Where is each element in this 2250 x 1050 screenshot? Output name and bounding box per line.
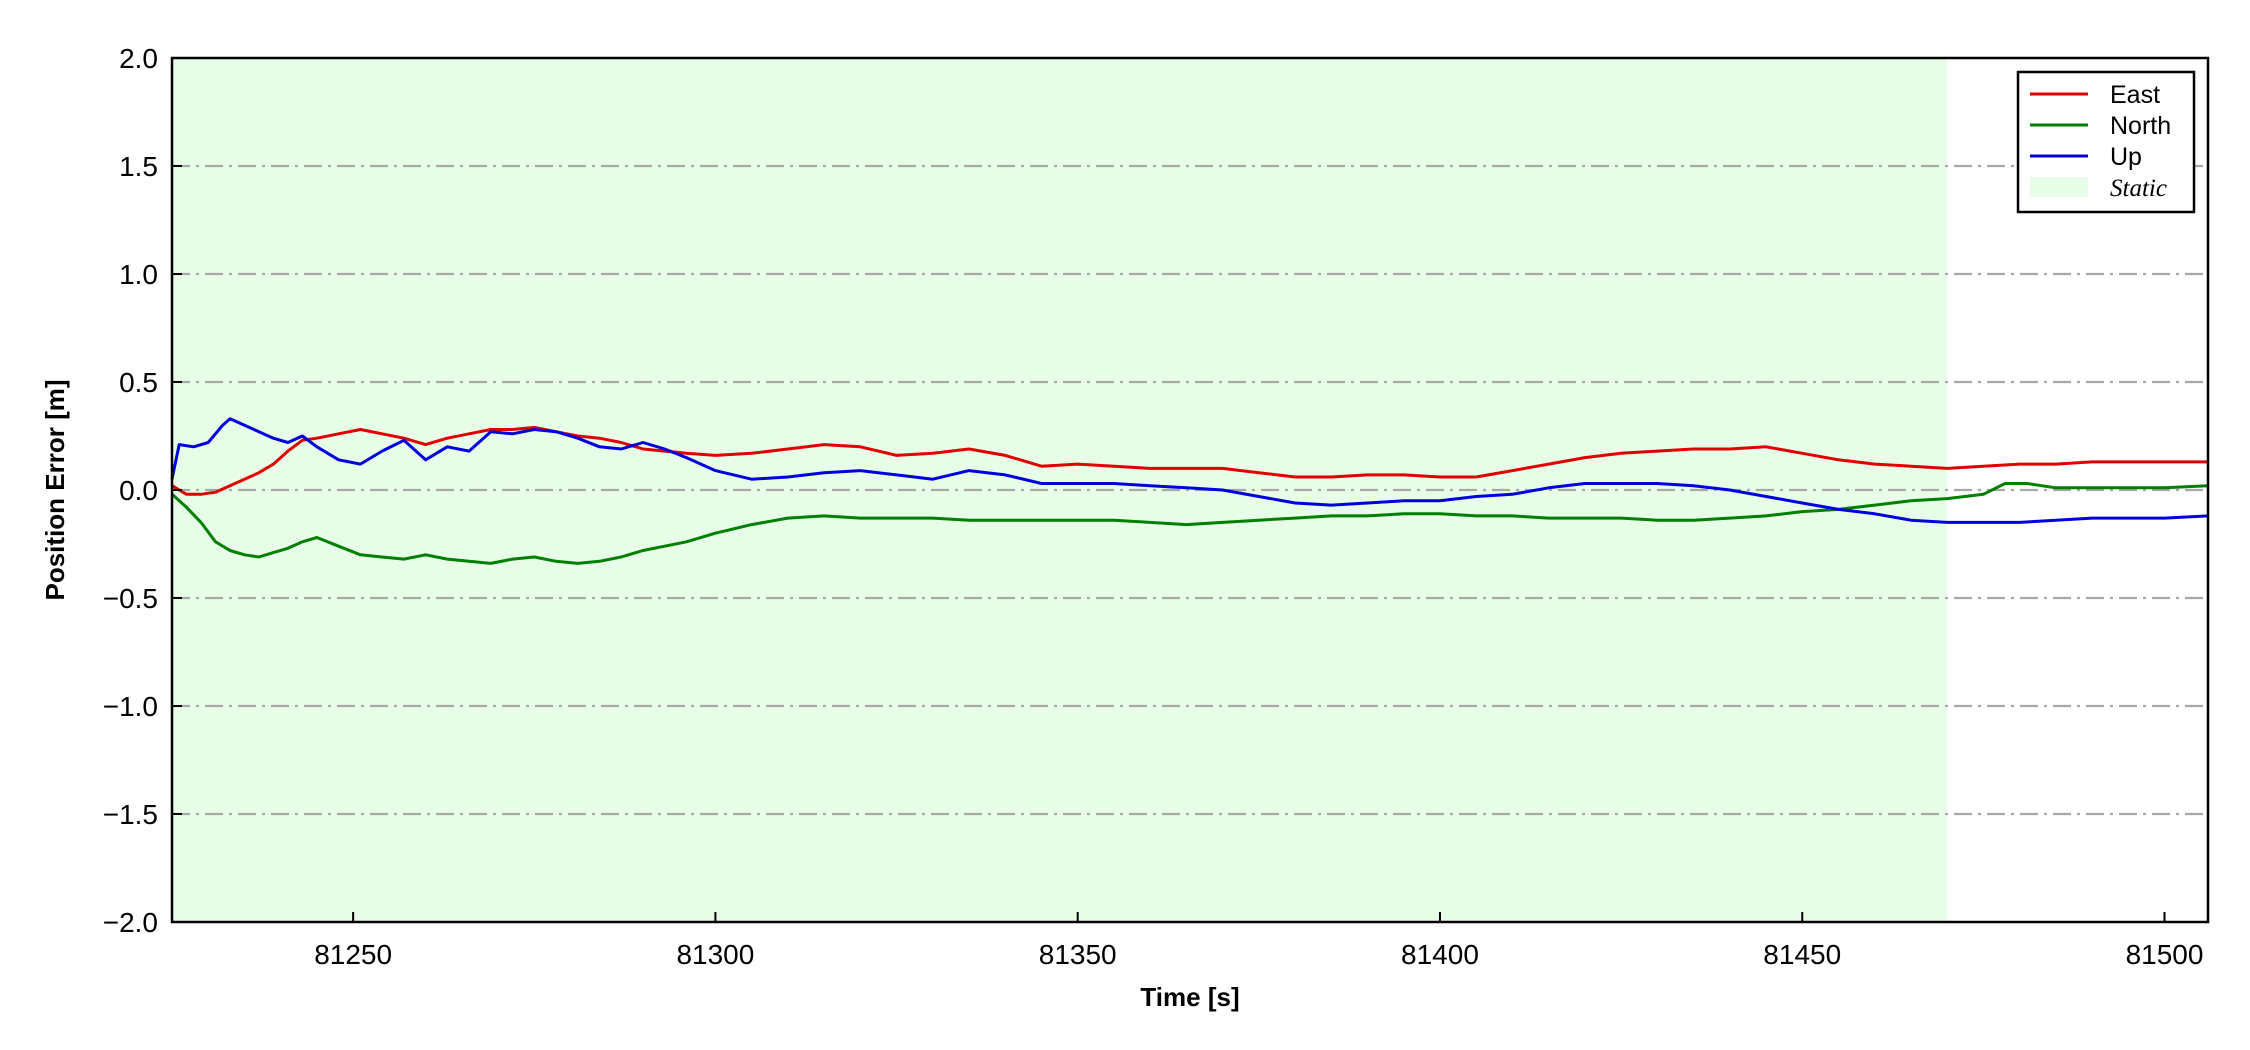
series-lines — [170, 417, 2209, 565]
y-tick-label: 1.5 — [119, 151, 158, 182]
y-tick-label: −2.0 — [103, 907, 158, 938]
y-axis: 2.0 1.5 1.0 0.5 0.0 −0.5 −1.0 −1.5 −2.0 — [103, 43, 182, 938]
y-tick-label: 1.0 — [119, 259, 158, 290]
x-axis: 81250 81300 81350 81400 81450 81500 — [314, 912, 2203, 970]
y-tick-label: 0.5 — [119, 367, 158, 398]
grid-lines — [172, 164, 2208, 816]
series-line-north — [170, 482, 2209, 565]
y-tick-label: 2.0 — [119, 43, 158, 74]
legend-label-static: Static — [2110, 175, 2167, 202]
legend-label-up: Up — [2110, 143, 2142, 171]
y-tick-label: −0.5 — [103, 583, 158, 614]
x-tick-label: 81350 — [1039, 939, 1117, 970]
legend-label-east: East — [2110, 81, 2160, 109]
x-tick-label: 81300 — [676, 939, 754, 970]
series-line-up — [170, 417, 2209, 524]
y-tick-label: −1.0 — [103, 691, 158, 722]
legend: East North Up Static — [2016, 70, 2196, 214]
x-tick-label: 81250 — [314, 939, 392, 970]
x-tick-label: 81400 — [1401, 939, 1479, 970]
y-tick-label: −1.5 — [103, 799, 158, 830]
x-tick-label: 81500 — [2126, 939, 2204, 970]
static-region — [172, 58, 1948, 922]
x-axis-label: Time [s] — [1140, 982, 1239, 1012]
y-axis-label: Position Error [m] — [40, 379, 70, 600]
legend-label-north: North — [2110, 112, 2171, 140]
legend-swatch-static — [2030, 177, 2088, 197]
series-line-east — [171, 425, 2208, 496]
y-tick-label: 0.0 — [119, 475, 158, 506]
x-tick-label: 81450 — [1763, 939, 1841, 970]
